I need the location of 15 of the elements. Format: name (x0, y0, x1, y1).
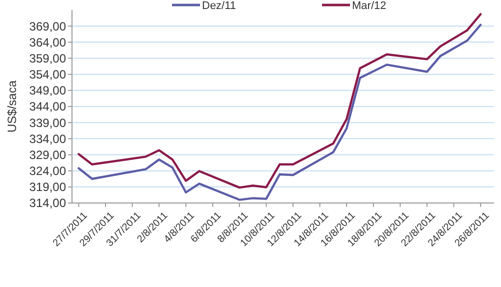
y-tick-label: 314,00 (29, 196, 66, 210)
y-tick-label: 354,00 (29, 68, 66, 82)
y-tick-label: 364,00 (29, 35, 66, 50)
y-tick-label: 319,00 (29, 180, 66, 194)
y-tick-label: 339,00 (29, 116, 66, 130)
legend-label: Dez/11 (202, 0, 236, 12)
y-axis-title: US$/saca (5, 80, 19, 133)
y-tick-label: 349,00 (29, 84, 66, 98)
y-tick-label: 334,00 (29, 132, 66, 146)
y-tick-label: 324,00 (29, 164, 66, 178)
y-tick-label: 369,00 (29, 19, 66, 34)
y-tick-label: 344,00 (29, 100, 66, 114)
y-tick-label: 359,00 (29, 51, 66, 66)
legend-label: Mar/12 (352, 0, 386, 12)
y-tick-label: 329,00 (29, 148, 66, 162)
